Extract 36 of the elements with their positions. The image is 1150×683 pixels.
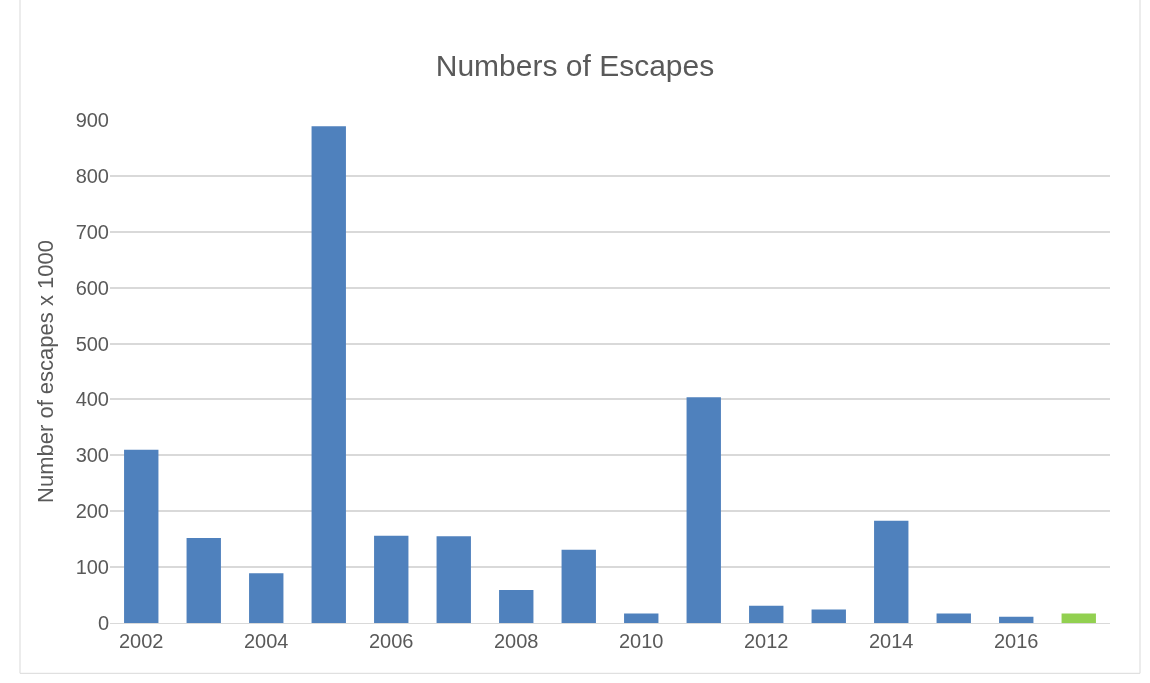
bar — [311, 126, 346, 623]
y-axis-title: Number of escapes x 1000 — [33, 240, 59, 503]
y-tick-label: 400 — [75, 388, 109, 411]
bar — [186, 538, 221, 623]
bar — [124, 449, 159, 623]
bar — [249, 573, 284, 623]
y-tick-label: 900 — [75, 109, 109, 131]
bar — [374, 535, 409, 623]
x-tick-label: 2006 — [369, 630, 414, 652]
x-tick-label: 2014 — [869, 630, 914, 652]
bar — [1061, 613, 1096, 623]
x-tick-label: 2004 — [244, 630, 289, 652]
y-tick-label: 300 — [75, 444, 109, 467]
y-tick-label: 700 — [75, 220, 109, 243]
y-tick-label: 0 — [97, 612, 109, 634]
y-tick-label: 600 — [75, 276, 109, 299]
bar — [499, 590, 534, 623]
bar — [874, 520, 909, 623]
bar — [561, 549, 596, 623]
x-tick-label: 2008 — [494, 630, 539, 652]
y-tick-label: 800 — [75, 164, 109, 187]
bar — [686, 397, 721, 623]
bar — [999, 616, 1034, 623]
x-tick-label: 2016 — [994, 630, 1039, 652]
bar — [936, 613, 971, 623]
x-tick-label: 2012 — [744, 630, 789, 652]
bar — [749, 605, 784, 623]
bar — [624, 613, 659, 623]
bar — [436, 536, 471, 623]
y-tick-label: 100 — [75, 556, 109, 579]
bar — [811, 609, 846, 623]
chart-title: Numbers of Escapes — [435, 48, 715, 82]
x-tick-label: 2002 — [119, 630, 164, 652]
y-tick-label: 500 — [75, 332, 109, 355]
x-tick-label: 2010 — [619, 630, 664, 652]
y-tick-label: 200 — [75, 500, 109, 523]
